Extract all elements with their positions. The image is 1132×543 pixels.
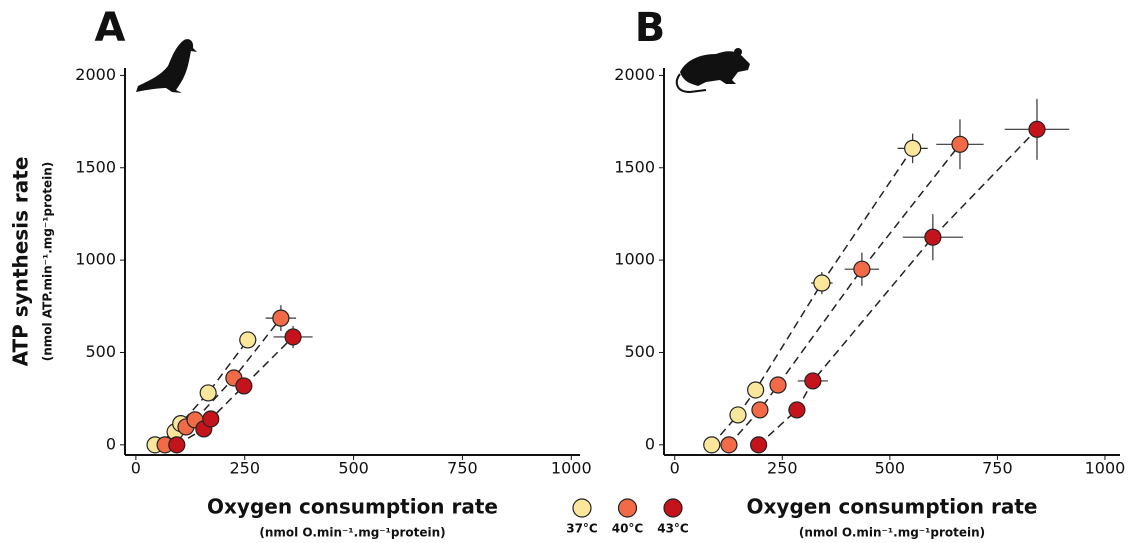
point: [202, 410, 220, 428]
trend-line: [758, 128, 1038, 446]
point: [813, 274, 831, 292]
y-axis-subtitle: (nmol ATP.min⁻¹.mg⁻¹protein): [41, 162, 55, 362]
x-tick-label: 0: [131, 459, 141, 478]
x-tick-label: 1000: [551, 459, 592, 478]
rat-icon: [675, 48, 750, 94]
point: [272, 309, 290, 327]
trend-line: [728, 143, 961, 446]
x-axis-subtitle: (nmol O.min⁻¹.mg⁻¹protein): [259, 526, 445, 540]
y-tick-label: 0: [645, 434, 655, 453]
y-tick-label: 2000: [75, 65, 116, 84]
point: [804, 372, 822, 390]
legend-label: 37°C: [566, 522, 598, 536]
legend-marker: [617, 498, 638, 518]
x-tick-label: 500: [338, 459, 369, 478]
y-tick-label: 1000: [614, 250, 655, 269]
point: [853, 260, 871, 278]
y-axis-title: ATP synthesis rate: [9, 157, 33, 367]
point: [951, 135, 969, 153]
point: [720, 436, 738, 454]
panel-label: B: [635, 5, 666, 51]
x-axis-title: Oxygen consumption rate: [747, 495, 1038, 519]
legend-label: 40°C: [612, 522, 644, 536]
point: [168, 436, 186, 454]
point: [239, 331, 257, 349]
x-tick-label: 0: [670, 459, 680, 478]
point: [235, 377, 253, 395]
x-tick-label: 250: [767, 459, 798, 478]
point: [904, 139, 922, 157]
x-tick-label: 500: [875, 459, 906, 478]
legend-marker: [572, 498, 592, 518]
point: [1028, 120, 1046, 138]
x-axis-title: Oxygen consumption rate: [207, 495, 498, 519]
point: [750, 436, 768, 454]
point: [747, 381, 765, 399]
y-tick-label: 1000: [75, 250, 116, 269]
panel-label: A: [95, 5, 126, 51]
point: [729, 406, 747, 424]
x-axis-subtitle: (nmol O.min⁻¹.mg⁻¹protein): [799, 526, 985, 540]
point: [924, 228, 942, 246]
y-tick-label: 500: [624, 342, 655, 361]
point: [703, 436, 721, 454]
x-tick-label: 750: [447, 459, 478, 478]
legend-marker: [663, 498, 683, 518]
point: [788, 401, 806, 419]
y-tick-label: 2000: [614, 65, 655, 84]
y-tick-label: 500: [85, 342, 116, 361]
y-tick-label: 1500: [75, 157, 116, 176]
legend-label: 43°C: [657, 522, 689, 536]
trend-line: [711, 147, 914, 446]
y-tick-label: 1500: [614, 157, 655, 176]
point: [751, 401, 769, 419]
pigeon-icon: [136, 39, 197, 93]
point: [199, 384, 217, 402]
point: [284, 328, 302, 346]
x-tick-label: 250: [229, 459, 260, 478]
point: [769, 376, 787, 394]
x-tick-label: 750: [982, 459, 1013, 478]
y-tick-label: 0: [106, 434, 116, 453]
x-tick-label: 1000: [1085, 459, 1126, 478]
